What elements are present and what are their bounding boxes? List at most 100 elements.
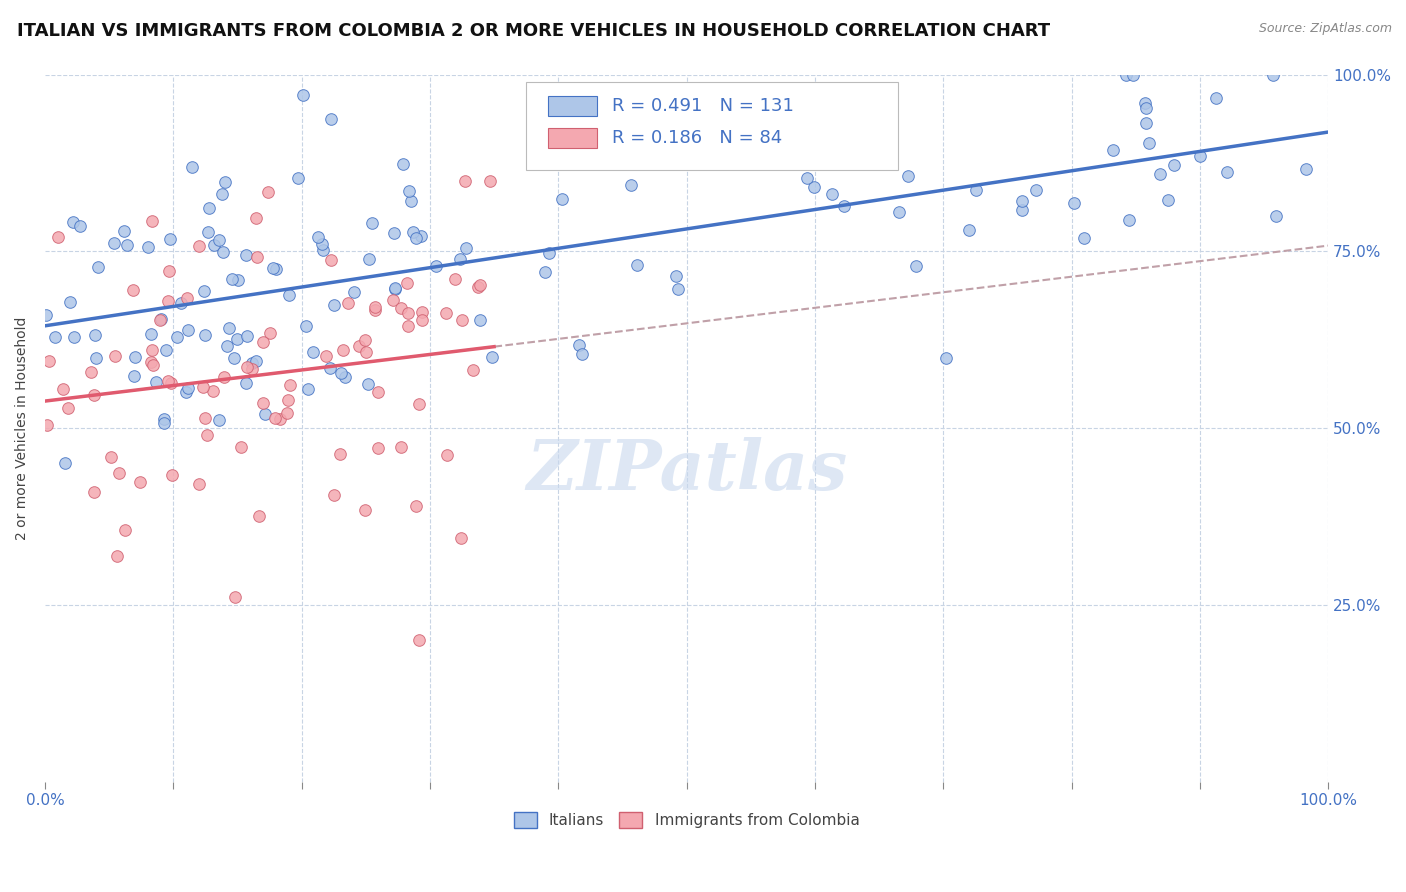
Point	[329, 447, 352, 461]
Y-axis label: 2 or more Vehicles in Household: 2 or more Vehicles in Household	[15, 317, 30, 540]
Point	[411, 228, 433, 243]
Point	[665, 269, 688, 284]
Point	[191, 379, 214, 393]
Point	[329, 366, 352, 380]
Point	[905, 259, 928, 273]
Point	[367, 441, 389, 455]
Point	[740, 136, 762, 150]
Point	[336, 296, 359, 310]
Point	[80, 365, 103, 379]
Point	[382, 293, 405, 307]
Point	[846, 104, 869, 119]
Point	[1102, 143, 1125, 157]
Point	[231, 440, 253, 454]
Text: ITALIAN VS IMMIGRANTS FROM COLOMBIA 2 OR MORE VEHICLES IN HOUSEHOLD CORRELATION : ITALIAN VS IMMIGRANTS FROM COLOMBIA 2 OR…	[17, 22, 1050, 40]
Point	[224, 590, 246, 604]
Point	[319, 361, 342, 376]
Point	[405, 231, 427, 245]
Point	[122, 283, 145, 297]
Point	[176, 292, 198, 306]
Point	[160, 376, 183, 390]
Point	[214, 369, 236, 384]
Point	[51, 382, 73, 396]
Point	[208, 413, 231, 427]
Point	[302, 345, 325, 359]
Point	[157, 294, 180, 309]
Point	[436, 448, 458, 462]
Bar	[548, 96, 596, 116]
Point	[481, 351, 503, 365]
Point	[411, 312, 433, 326]
Point	[104, 349, 127, 363]
Point	[142, 358, 165, 372]
Point	[957, 223, 980, 237]
Point	[159, 232, 181, 246]
Point	[34, 308, 56, 322]
Point	[396, 305, 419, 319]
Point	[468, 313, 491, 327]
Point	[240, 362, 263, 376]
Point	[166, 330, 188, 344]
Point	[551, 192, 574, 206]
Point	[568, 337, 591, 351]
Point	[59, 294, 82, 309]
Point	[115, 238, 138, 252]
Point	[384, 281, 406, 295]
Point	[1188, 149, 1211, 163]
Point	[335, 370, 357, 384]
Point	[408, 632, 430, 647]
Point	[534, 265, 557, 279]
Point	[176, 381, 198, 395]
Point	[1011, 194, 1033, 209]
Text: R = 0.186   N = 84: R = 0.186 N = 84	[612, 129, 782, 147]
Point	[236, 360, 259, 375]
Point	[1135, 101, 1157, 115]
Point	[405, 499, 427, 513]
Point	[235, 248, 257, 262]
Point	[935, 351, 957, 366]
Point	[297, 382, 319, 396]
Point	[254, 407, 277, 421]
Point	[367, 385, 389, 400]
Point	[1135, 116, 1157, 130]
Point	[198, 202, 221, 216]
Point	[278, 288, 301, 302]
Point	[38, 354, 60, 368]
Point	[408, 397, 430, 411]
Point	[322, 298, 344, 312]
Point	[402, 225, 425, 239]
Point	[236, 328, 259, 343]
Point	[1118, 213, 1140, 227]
Point	[620, 178, 643, 192]
Point	[162, 468, 184, 483]
Point	[153, 412, 176, 426]
Text: R = 0.491   N = 131: R = 0.491 N = 131	[612, 97, 794, 115]
Point	[1011, 203, 1033, 218]
Point	[83, 485, 105, 500]
Point	[357, 252, 380, 267]
Point	[139, 355, 162, 369]
Point	[425, 259, 447, 273]
Point	[208, 233, 231, 247]
Point	[221, 272, 243, 286]
Point	[149, 312, 172, 326]
Point	[187, 239, 209, 253]
Point	[354, 345, 377, 359]
Bar	[548, 128, 596, 148]
Point	[264, 262, 287, 277]
Point	[259, 326, 281, 340]
Point	[124, 350, 146, 364]
Text: Source: ZipAtlas.com: Source: ZipAtlas.com	[1258, 22, 1392, 36]
Point	[215, 338, 238, 352]
Point	[363, 300, 385, 314]
Point	[356, 377, 378, 392]
Point	[821, 187, 844, 202]
Point	[354, 333, 377, 347]
Point	[399, 194, 422, 209]
Point	[398, 184, 420, 198]
Point	[188, 477, 211, 491]
Point	[262, 261, 284, 276]
Point	[276, 406, 298, 420]
Point	[46, 229, 69, 244]
Point	[323, 488, 346, 502]
